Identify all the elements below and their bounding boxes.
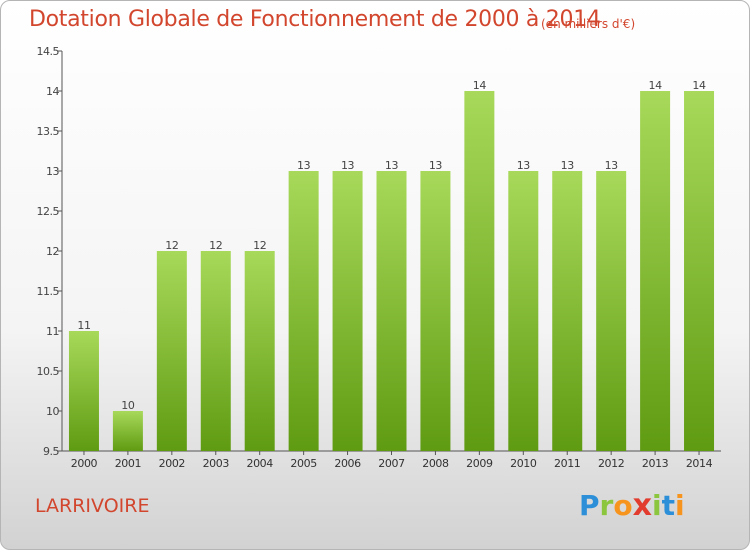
x-tick-label: 2006	[334, 457, 361, 470]
data-label: 13	[297, 159, 311, 172]
data-label: 14	[648, 79, 662, 92]
data-label: 13	[341, 159, 355, 172]
y-tick-label: 11.5	[37, 285, 60, 298]
data-label: 14	[692, 79, 706, 92]
bar-2006	[332, 171, 363, 451]
bar-2005	[288, 171, 319, 451]
bar-2013	[640, 91, 671, 451]
bar-2004	[244, 251, 275, 451]
bar-2003	[200, 251, 231, 451]
data-label: 13	[561, 159, 575, 172]
bar-2000	[68, 331, 99, 451]
y-tick-label: 14.5	[37, 45, 60, 58]
data-label: 13	[605, 159, 619, 172]
chart-title: Dotation Globale de Fonctionnement de 20…	[29, 7, 601, 32]
bar-2010	[508, 171, 539, 451]
y-tick-label: 13	[46, 165, 59, 178]
x-tick-label: 2005	[290, 457, 317, 470]
y-tick-label: 12.5	[37, 205, 60, 218]
logo-letter: P	[579, 489, 600, 522]
data-label: 12	[253, 239, 266, 252]
data-label: 11	[77, 319, 90, 332]
bar-2002	[156, 251, 187, 451]
logo-letter: r	[599, 489, 614, 522]
commune-name: LARRIVOIRE	[35, 495, 150, 517]
y-tick-label: 9.5	[43, 445, 59, 458]
y-tick-label: 13.5	[37, 125, 60, 138]
x-tick-label: 2000	[71, 457, 98, 470]
bar-2014	[684, 91, 715, 451]
logo-letter: i	[651, 489, 662, 522]
logo-letter: x	[632, 488, 652, 523]
proxiti-logo: Proxiti	[579, 488, 685, 523]
bar-2001	[112, 411, 143, 451]
y-tick-label: 12	[46, 245, 59, 258]
x-tick-label: 2002	[159, 457, 185, 470]
data-label: 12	[209, 239, 222, 252]
y-tick-label: 11	[46, 325, 59, 338]
y-tick-label: 10	[46, 405, 59, 418]
x-tick-label: 2003	[203, 457, 230, 470]
y-tick-label: 14	[46, 85, 59, 98]
data-label: 10	[121, 399, 135, 412]
x-tick-label: 2011	[554, 457, 580, 470]
x-tick-label: 2008	[422, 457, 449, 470]
bar-2012	[596, 171, 627, 451]
x-tick-label: 2012	[598, 457, 624, 470]
bar-2008	[420, 171, 451, 451]
y-tick-label: 10.5	[37, 365, 60, 378]
data-label: 13	[385, 159, 399, 172]
data-label: 13	[517, 159, 531, 172]
bar-2011	[552, 171, 583, 451]
x-tick-label: 2013	[642, 457, 669, 470]
x-tick-label: 2014	[686, 457, 713, 470]
logo-letter: o	[613, 489, 633, 522]
data-label: 12	[165, 239, 178, 252]
x-tick-label: 2007	[378, 457, 405, 470]
bar-2007	[376, 171, 407, 451]
logo-letter: t	[661, 489, 675, 522]
data-label: 13	[429, 159, 443, 172]
logo-letter: i	[674, 489, 685, 522]
x-tick-label: 2004	[246, 457, 273, 470]
x-tick-label: 2010	[510, 457, 537, 470]
x-tick-label: 2001	[115, 457, 141, 470]
data-label: 14	[473, 79, 487, 92]
chart-subtitle: (en milliers d'€)	[541, 17, 636, 31]
x-tick-label: 2009	[466, 457, 493, 470]
bar-2009	[464, 91, 495, 451]
